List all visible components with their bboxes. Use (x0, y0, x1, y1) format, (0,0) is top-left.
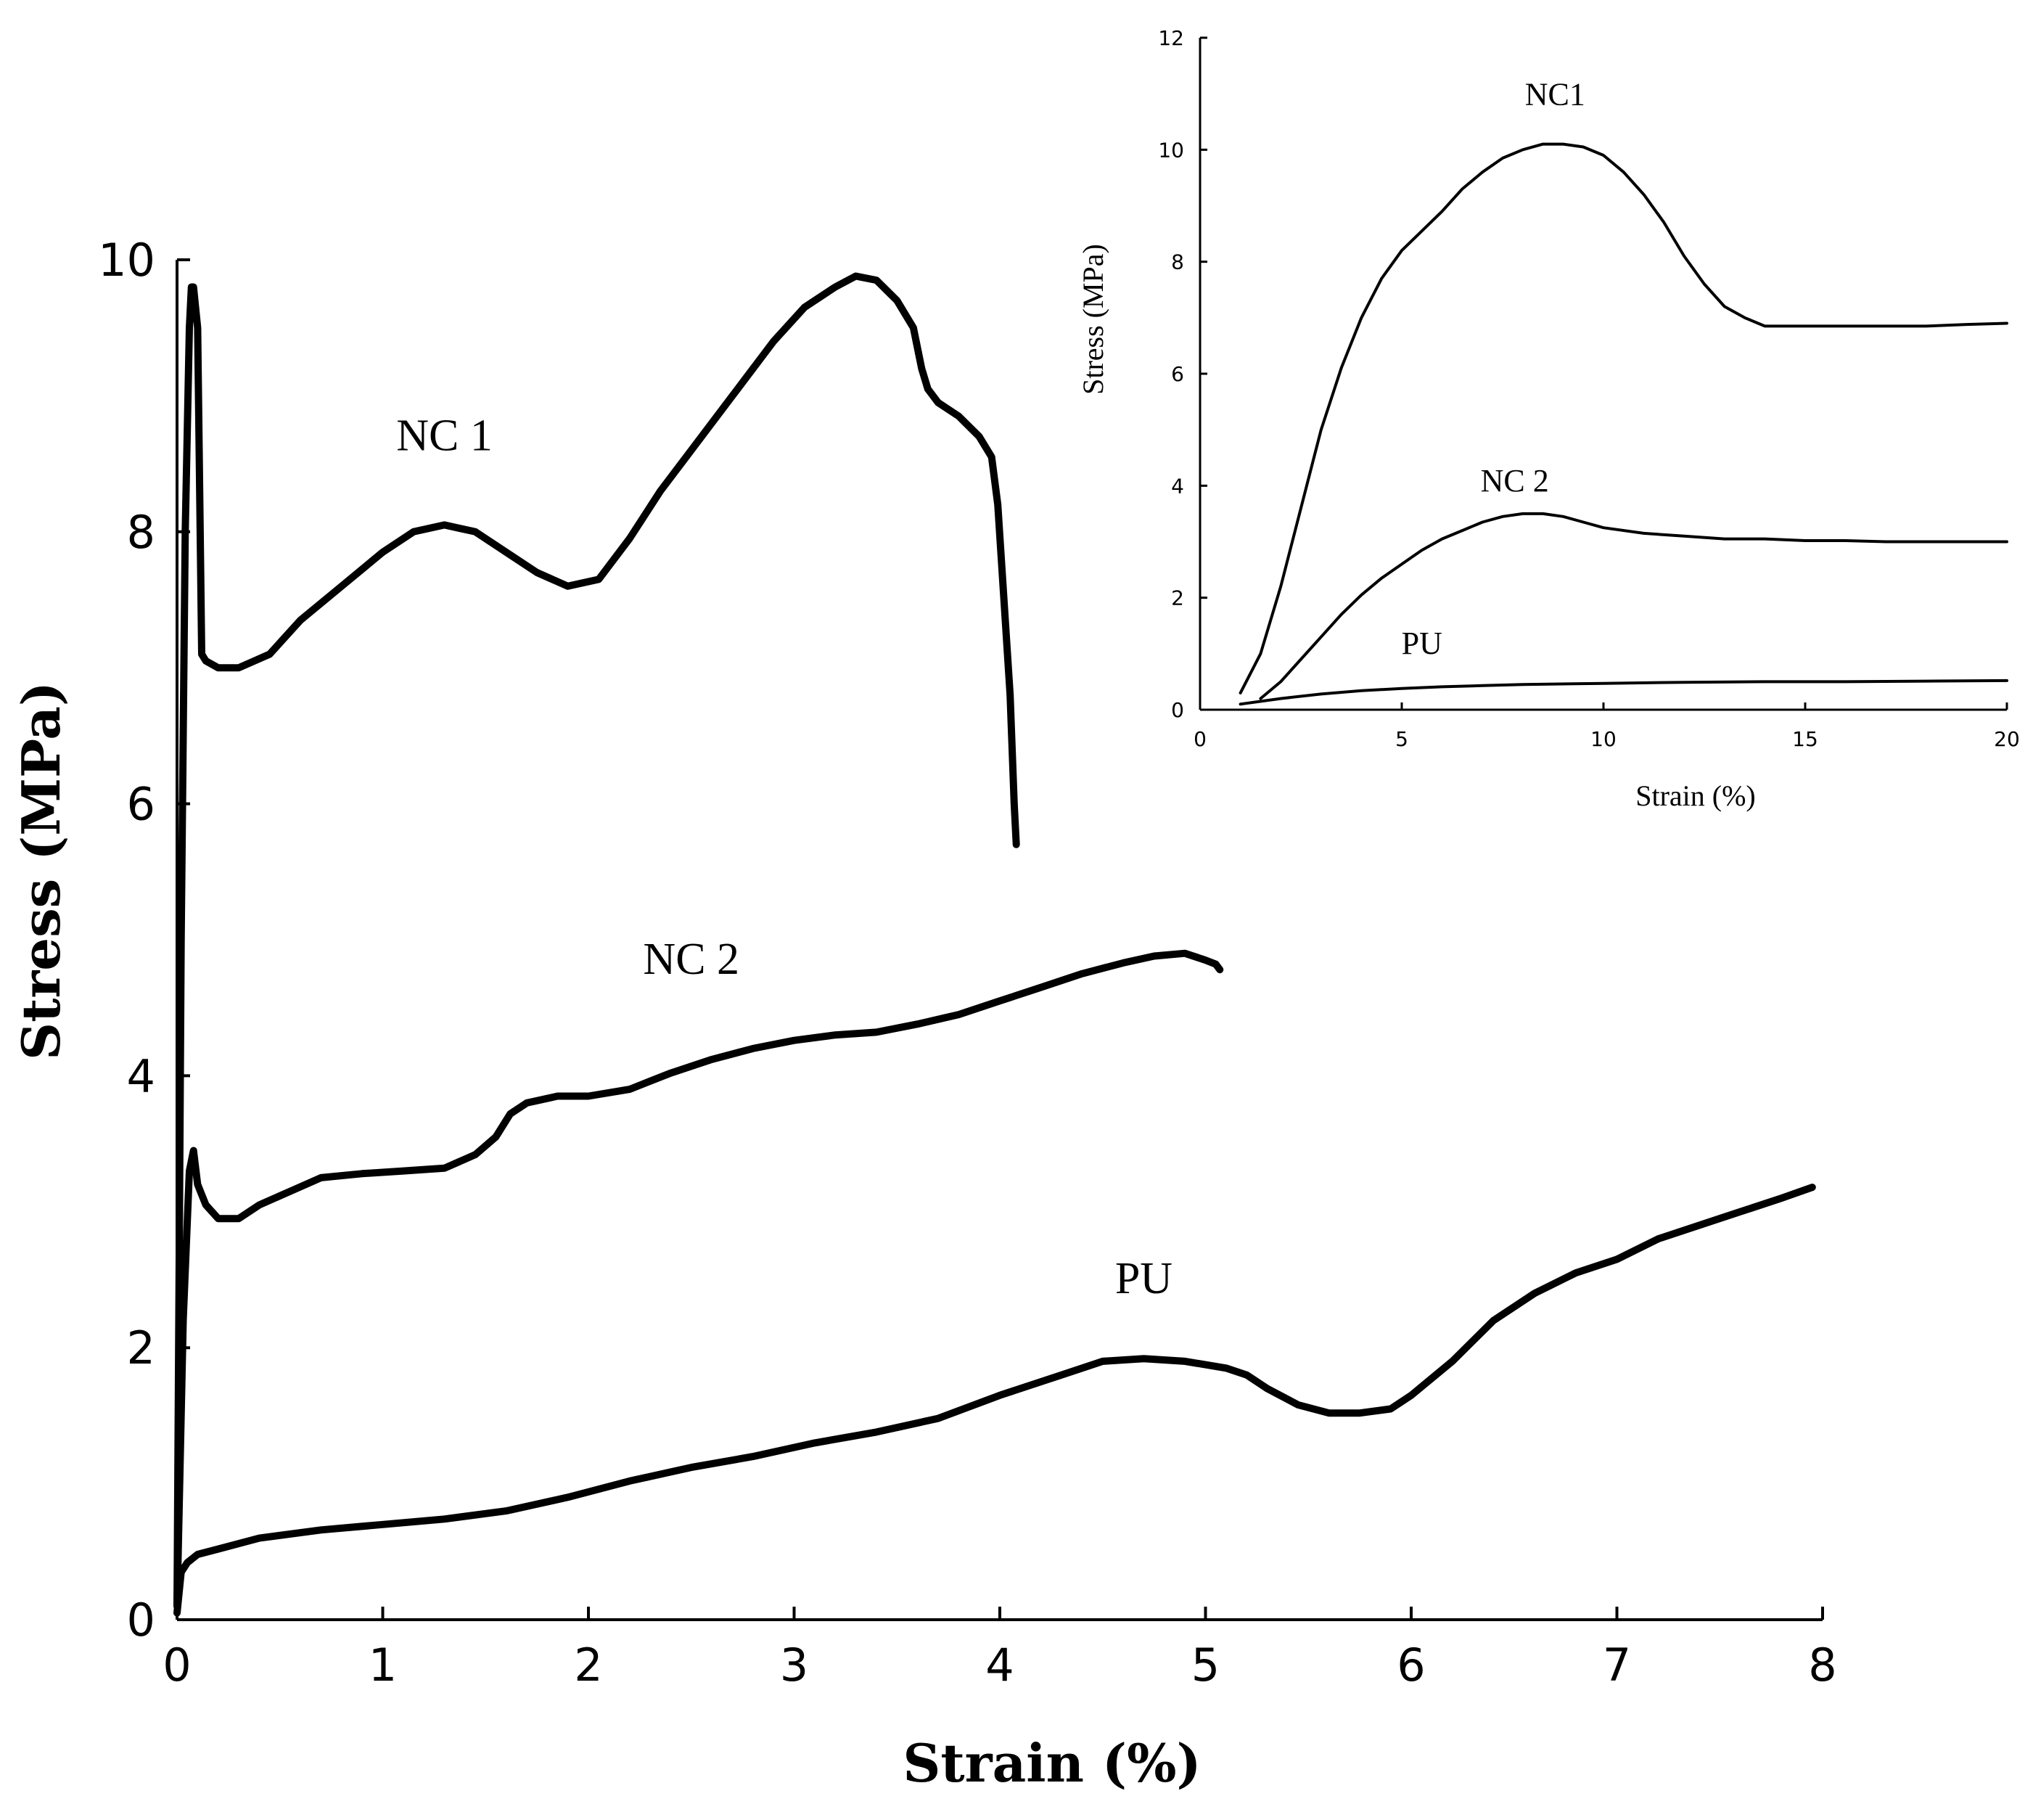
main-y-tick-label: 4 (127, 1049, 155, 1102)
inset-x-tick-label: 20 (1994, 727, 2020, 751)
main-y-tick-label: 0 (127, 1594, 155, 1647)
main-x-tick-label: 1 (369, 1639, 397, 1692)
main-x-tick-label: 2 (574, 1639, 602, 1692)
main-x-tick-label: 0 (163, 1639, 191, 1692)
inset-ticks: 0 5 10 15 20 0 2 4 6 8 10 12 (1158, 26, 2019, 751)
main-x-tick-label: 7 (1603, 1639, 1631, 1692)
main-x-tick-label: 4 (985, 1639, 1014, 1692)
inset-x-tick-label: 5 (1395, 727, 1408, 751)
inset-x-tick-label: 10 (1590, 727, 1617, 751)
main-series (173, 272, 1816, 1617)
main-x-tick-label: 3 (780, 1639, 808, 1692)
inset-annotations: NC1 NC 2 PU (1402, 77, 1585, 661)
inset-y-axis-title: Stress (MPa) (1077, 244, 1109, 395)
main-series-line-nc-2 (173, 949, 1224, 1610)
main-series-line-pu (173, 1184, 1816, 1617)
inset-series-line-pu (1239, 679, 2008, 706)
main-x-tick-label: 8 (1808, 1639, 1836, 1692)
main-y-tick-label: 2 (127, 1321, 155, 1374)
inset-series-label-nc1: NC1 (1525, 77, 1585, 112)
main-chart: 0 1 2 3 4 5 6 7 8 0 2 4 6 8 10 NC 1 NC 2 PU Strain (%) S… (10, 234, 1837, 1794)
main-y-tick-label: 10 (98, 234, 155, 287)
inset-y-tick-label: 4 (1171, 474, 1184, 498)
inset-series-line-nc-2 (1259, 512, 2008, 700)
inset-series-label-nc-2: NC 2 (1481, 463, 1549, 499)
main-y-tick-label: 6 (127, 778, 155, 831)
main-x-axis-title: Strain (%) (903, 1732, 1201, 1794)
inset-y-tick-label: 6 (1171, 362, 1184, 386)
main-series-label-nc-2: NC 2 (643, 935, 739, 984)
inset-x-axis-title: Strain (%) (1635, 779, 1756, 812)
main-x-tick-label: 5 (1191, 1639, 1220, 1692)
main-ticks: 0 1 2 3 4 5 6 7 8 0 2 4 6 8 10 (98, 234, 1837, 1692)
main-series-line-nc-1 (173, 272, 1020, 1610)
inset-y-tick-label: 12 (1158, 26, 1184, 50)
inset-y-tick-label: 0 (1171, 698, 1184, 722)
main-series-label-nc-1: NC 1 (396, 411, 493, 460)
inset-x-tick-label: 0 (1194, 727, 1207, 751)
inset-y-tick-label: 8 (1171, 250, 1184, 274)
inset-x-tick-label: 15 (1792, 727, 1818, 751)
inset-series-label-pu: PU (1402, 626, 1442, 661)
main-annotations: NC 1 NC 2 PU (396, 411, 1172, 1303)
main-series-label-pu: PU (1115, 1254, 1172, 1303)
inset-series-line-nc1 (1239, 142, 2008, 694)
main-y-axis-title: Stress (MPa) (10, 681, 72, 1060)
inset-chart: 0 5 10 15 20 0 2 4 6 8 10 12 NC1 NC 2 PU Strain (%) S… (1077, 26, 2020, 812)
inset-y-tick-label: 10 (1158, 138, 1184, 162)
main-x-tick-label: 6 (1397, 1639, 1425, 1692)
inset-series (1239, 142, 2008, 706)
inset-y-tick-label: 2 (1171, 586, 1184, 610)
main-y-tick-label: 8 (127, 506, 155, 559)
